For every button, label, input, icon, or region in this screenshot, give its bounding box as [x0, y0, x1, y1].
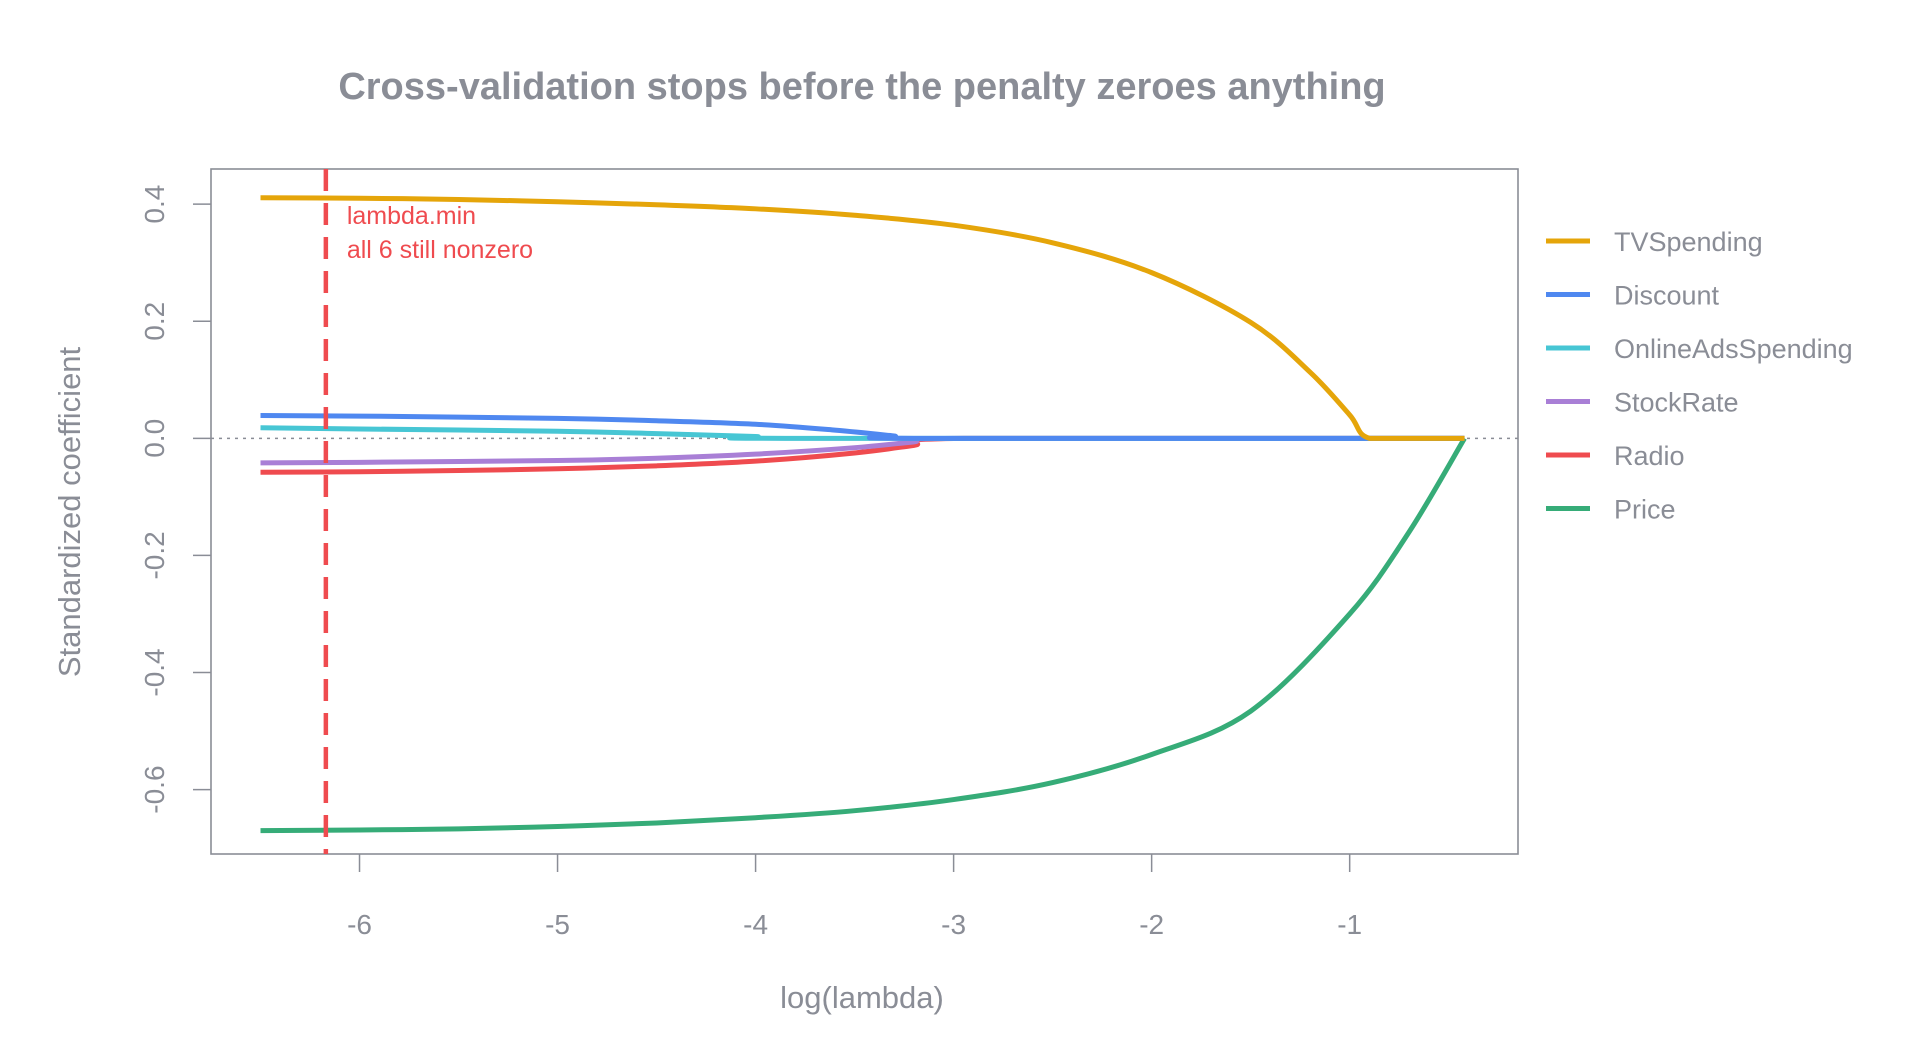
series-line-price — [260, 437, 1467, 834]
y-tick-label: -0.2 — [139, 531, 170, 579]
x-tick-label: -4 — [743, 909, 768, 940]
y-tick-label: 0.0 — [139, 419, 170, 458]
x-tick-label: -6 — [347, 909, 372, 940]
y-tick-label: -0.6 — [139, 765, 170, 813]
series-line-tvspending — [260, 195, 1465, 441]
lambda-min-annotation-line-2: all 6 still nonzero — [347, 236, 533, 264]
legend-item-price: Price — [1546, 495, 1676, 525]
series-line-discount — [260, 412, 1465, 441]
x-axis-title: log(lambda) — [780, 980, 944, 1015]
legend-label: StockRate — [1614, 388, 1739, 418]
plot-frame — [210, 168, 1519, 855]
legend-label: Discount — [1614, 281, 1720, 311]
x-tick-label: -2 — [1139, 909, 1164, 940]
legend-item-stockrate: StockRate — [1546, 388, 1739, 418]
y-tick-label: 0.2 — [139, 302, 170, 341]
x-tick-label: -3 — [941, 909, 966, 940]
legend-label: Price — [1614, 495, 1676, 525]
lambda-min-annotation-line-1: lambda.min — [347, 202, 476, 230]
legend-label: OnlineAdsSpending — [1614, 334, 1853, 364]
x-tick-label: -1 — [1337, 909, 1362, 940]
y-tick-label: -0.4 — [139, 648, 170, 696]
y-axis-title: Standardized coefficient — [52, 346, 87, 677]
y-tick-label: 0.4 — [139, 185, 170, 224]
legend-item-onlineadsspending: OnlineAdsSpending — [1546, 334, 1853, 364]
series-line-radio — [260, 435, 1465, 475]
legend-item-tvspending: TVSpending — [1546, 227, 1763, 257]
x-tick-label: -5 — [545, 909, 570, 940]
legend-label: Radio — [1614, 441, 1685, 471]
legend-label: TVSpending — [1614, 227, 1763, 257]
chart-title: Cross-validation stops before the penalt… — [338, 66, 1385, 108]
legend-item-radio: Radio — [1546, 441, 1685, 471]
legend-item-discount: Discount — [1546, 281, 1720, 311]
